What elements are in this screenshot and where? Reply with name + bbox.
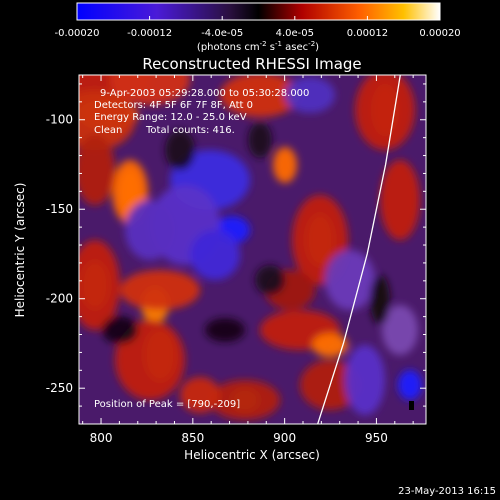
colorbar-tick-label: -0.00020 — [55, 28, 100, 39]
annotation-counts: Total counts: 416. — [145, 125, 235, 136]
colorbar-tick-label: -4.0e-05 — [201, 28, 243, 39]
colorbar-gradient — [76, 2, 441, 21]
x-axis-ticks: 800 850 900 950 — [82, 75, 414, 445]
annotation-detectors: Detectors: 4F 5F 6F 7F 8F, Att 0 — [94, 100, 253, 111]
colorbar-tick-label: 0.00012 — [347, 28, 388, 39]
x-tick-label: 950 — [365, 431, 388, 445]
colorbar-unit-label: (photons cm-2 s-1 asec-2) — [197, 40, 319, 53]
annotation-peak: Position of Peak = [790,-209] — [94, 399, 240, 410]
chart-title: Reconstructed RHESSI Image — [142, 55, 361, 73]
solar-limb-line — [317, 75, 401, 424]
colorbar-tick-label: -0.00012 — [127, 28, 172, 39]
y-tick-label: -200 — [46, 292, 73, 306]
y-tick-label: -150 — [46, 202, 73, 216]
x-tick-label: 800 — [90, 431, 113, 445]
annotations: 9-Apr-2003 05:29:28.000 to 05:30:28.000 … — [94, 88, 309, 410]
heatmap-image — [79, 75, 426, 424]
y-tick-label: -250 — [46, 381, 73, 395]
colorbar-tick-label: 0.00020 — [419, 28, 460, 39]
x-axis-label: Heliocentric X (arcsec) — [184, 448, 320, 462]
colorbar-ticks: -0.00020 -0.00012 -4.0e-05 4.0e-05 0.00012 0.… — [55, 16, 461, 39]
annotation-energy: Energy Range: 12.0 - 25.0 keV — [94, 112, 247, 123]
annotation-clean: Clean — [94, 125, 122, 136]
y-axis-ticks: -100 -150 -200 -250 — [46, 83, 426, 425]
colorbar: -0.00020 -0.00012 -4.0e-05 4.0e-05 0.00012 0.… — [55, 2, 461, 53]
colorbar-tick-label: 4.0e-05 — [276, 28, 314, 39]
x-tick-label: 850 — [181, 431, 204, 445]
peak-marker — [409, 401, 414, 410]
plot-frame — [78, 74, 427, 425]
x-tick-label: 900 — [273, 431, 296, 445]
y-tick-label: -100 — [46, 113, 73, 127]
footer-date: 23-May-2013 16:15 — [398, 486, 496, 497]
y-axis-label: Heliocentric Y (arcsec) — [13, 183, 27, 318]
annotation-time: 9-Apr-2003 05:29:28.000 to 05:30:28.000 — [100, 88, 309, 99]
